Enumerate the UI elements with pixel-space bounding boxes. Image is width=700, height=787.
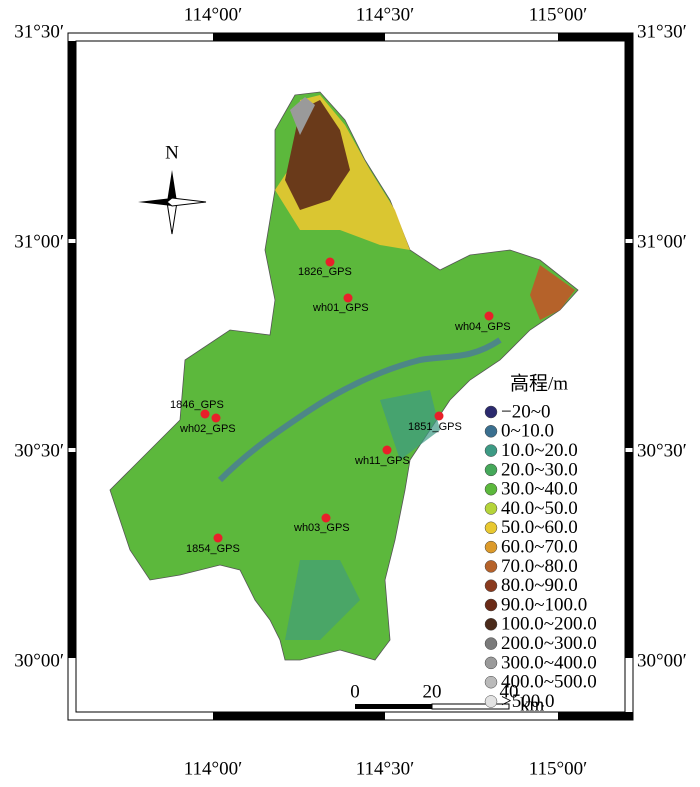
left-label: 31°30′ — [14, 21, 64, 42]
legend-swatch — [484, 695, 498, 708]
legend-swatch — [484, 463, 498, 477]
legend-label: 80.0~90.0 — [501, 575, 578, 596]
station-label: 1846_GPS — [170, 399, 224, 411]
legend-label: >500.0 — [501, 691, 554, 712]
station-label: wh04_GPS — [454, 321, 511, 333]
legend-swatch — [484, 579, 498, 592]
legend-swatch — [484, 444, 498, 457]
legend-label: 60.0~70.0 — [501, 536, 578, 557]
legend-label: 20.0~30.0 — [501, 459, 578, 480]
left-label: 30°30′ — [14, 440, 64, 461]
legend-label: 200.0~300.0 — [501, 633, 597, 654]
legend-swatch — [484, 598, 498, 612]
scale-unit: km — [520, 694, 545, 715]
legend-label: 10.0~20.0 — [501, 440, 578, 461]
legend-label: 400.0~500.0 — [501, 672, 597, 693]
legend-swatch — [484, 618, 498, 631]
scale-segment — [355, 704, 432, 709]
lowland — [380, 390, 440, 460]
legend-label: −20~0 — [501, 401, 551, 422]
border-bar — [558, 712, 633, 720]
station — [343, 293, 353, 303]
legend-swatch — [484, 675, 498, 689]
legend-label: 40.0~50.0 — [501, 498, 578, 519]
peak — [290, 97, 315, 135]
river — [217, 337, 502, 483]
legend-label: 0~10.0 — [501, 421, 554, 442]
legend-swatch — [484, 540, 498, 554]
station-label: 1851_GPS — [408, 421, 462, 433]
legend-swatch — [484, 425, 498, 438]
scale-segment — [431, 703, 510, 710]
station-label: wh02_GPS — [179, 423, 236, 435]
station — [211, 413, 221, 423]
legend-swatch — [484, 405, 498, 419]
border-bar — [213, 712, 385, 720]
scale-label: 20 — [423, 681, 442, 702]
station-label: wh11_GPS — [354, 455, 410, 467]
scale-label: 0 — [350, 681, 360, 702]
legend-title: 高程/m — [510, 372, 568, 394]
bottom-label: 114°00′ — [184, 758, 243, 779]
legend-swatch — [484, 560, 498, 573]
station — [484, 311, 494, 321]
mountain — [530, 265, 575, 320]
station-label: wh03_GPS — [293, 522, 350, 534]
legend-label: 30.0~40.0 — [501, 479, 578, 500]
terrain — [109, 91, 579, 661]
station — [325, 257, 335, 267]
right-label: 31°00′ — [637, 231, 687, 252]
right-label: 30°30′ — [637, 440, 687, 461]
legend-label: 90.0~100.0 — [501, 594, 587, 615]
top-label: 115°00′ — [529, 4, 588, 25]
station — [434, 411, 444, 421]
legend-label: 70.0~80.0 — [501, 556, 578, 577]
top-label: 114°30′ — [356, 4, 415, 25]
border-bar — [625, 243, 633, 448]
left-label: 30°00′ — [14, 650, 64, 671]
border-bar — [625, 452, 633, 658]
lowland — [285, 560, 360, 640]
region — [109, 91, 579, 661]
bottom-label: 115°00′ — [529, 758, 588, 779]
north-label: N — [165, 142, 179, 163]
station — [382, 445, 392, 455]
border-bar — [625, 41, 633, 239]
border-bar — [68, 243, 76, 448]
station-label: 1854_GPS — [186, 543, 240, 555]
legend-swatch — [484, 482, 498, 496]
station — [321, 513, 331, 523]
station-label: 1826_GPS — [298, 266, 352, 278]
north-arrow — [138, 170, 207, 235]
legend-swatch — [484, 521, 498, 535]
station — [200, 409, 210, 419]
left-label: 31°00′ — [14, 231, 64, 252]
legend-swatch — [484, 637, 498, 650]
legend-label: 50.0~60.0 — [501, 517, 578, 538]
scale-label: 40 — [500, 681, 519, 702]
station-label: wh01_GPS — [312, 302, 369, 314]
top-label: 114°00′ — [184, 4, 243, 25]
right-label: 31°30′ — [637, 21, 687, 42]
border-bar — [68, 452, 76, 658]
right-label: 30°00′ — [637, 650, 687, 671]
bottom-label: 114°30′ — [356, 758, 415, 779]
station — [213, 533, 223, 543]
legend-label: 300.0~400.0 — [501, 652, 597, 673]
border-bar — [68, 41, 76, 239]
legend-swatch — [484, 656, 498, 670]
legend-swatch — [484, 502, 498, 515]
border-bar — [213, 33, 385, 41]
border-bar — [558, 33, 633, 41]
legend-label: 100.0~200.0 — [501, 614, 597, 635]
